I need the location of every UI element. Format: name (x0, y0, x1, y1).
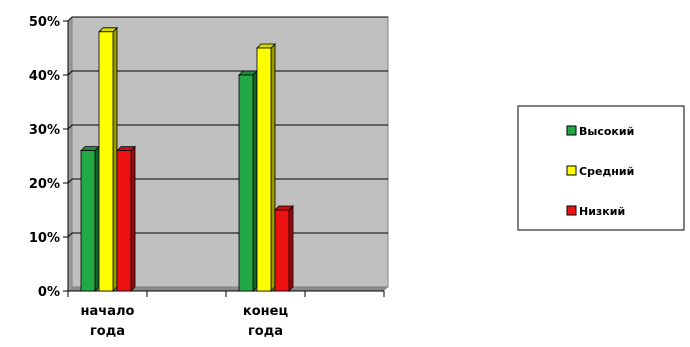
gridline-depth (67, 16, 73, 22)
bar-front (256, 47, 272, 292)
legend-swatch (566, 125, 577, 136)
bar-front (98, 31, 114, 292)
bar-series (80, 26, 294, 292)
bar-front (116, 150, 132, 292)
gridline-depth (67, 70, 73, 76)
y-tick-label: 30% (29, 123, 60, 138)
bar-front (274, 209, 290, 292)
bar-side (288, 205, 294, 292)
bar-front (80, 150, 96, 292)
bar-Низкий (274, 205, 294, 292)
legend-swatch (566, 165, 577, 176)
legend-item-label: Высокий (579, 125, 634, 138)
bar-side (130, 145, 136, 292)
legend-swatch (566, 205, 577, 216)
bar-side (252, 70, 258, 292)
y-tick-label: 40% (29, 69, 60, 84)
gridline-depth (67, 178, 73, 184)
x-tick-label: начало года (81, 304, 135, 339)
x-axis-ticks: начало года конец года (67, 290, 385, 339)
bar-side (270, 43, 276, 292)
y-axis-ticks: 0% 10% 20% 30% 40% 50% (29, 15, 69, 300)
plot-floor (68, 287, 388, 291)
bar-side (112, 26, 118, 292)
gridline-depth (67, 232, 73, 238)
y-tick-label: 10% (29, 231, 60, 246)
bar-Средний (256, 43, 276, 292)
bar-side (94, 145, 100, 292)
y-tick-label: 50% (29, 15, 60, 30)
bar-Высокий (80, 145, 100, 292)
legend: Высокий Средний Низкий (517, 105, 685, 231)
bar-Низкий (116, 145, 136, 292)
y-tick-label: 20% (29, 177, 60, 192)
y-tick-label: 0% (38, 285, 60, 300)
plot-side-wall (68, 17, 72, 291)
legend-item-label: Низкий (579, 205, 625, 218)
bar-Высокий (238, 70, 258, 292)
x-tick-label: конец года (243, 304, 289, 339)
bar-Средний (98, 26, 118, 292)
gridline-depth (67, 124, 73, 130)
legend-item-label: Средний (579, 165, 634, 178)
legend-box (517, 105, 685, 231)
bar-front (238, 74, 254, 292)
